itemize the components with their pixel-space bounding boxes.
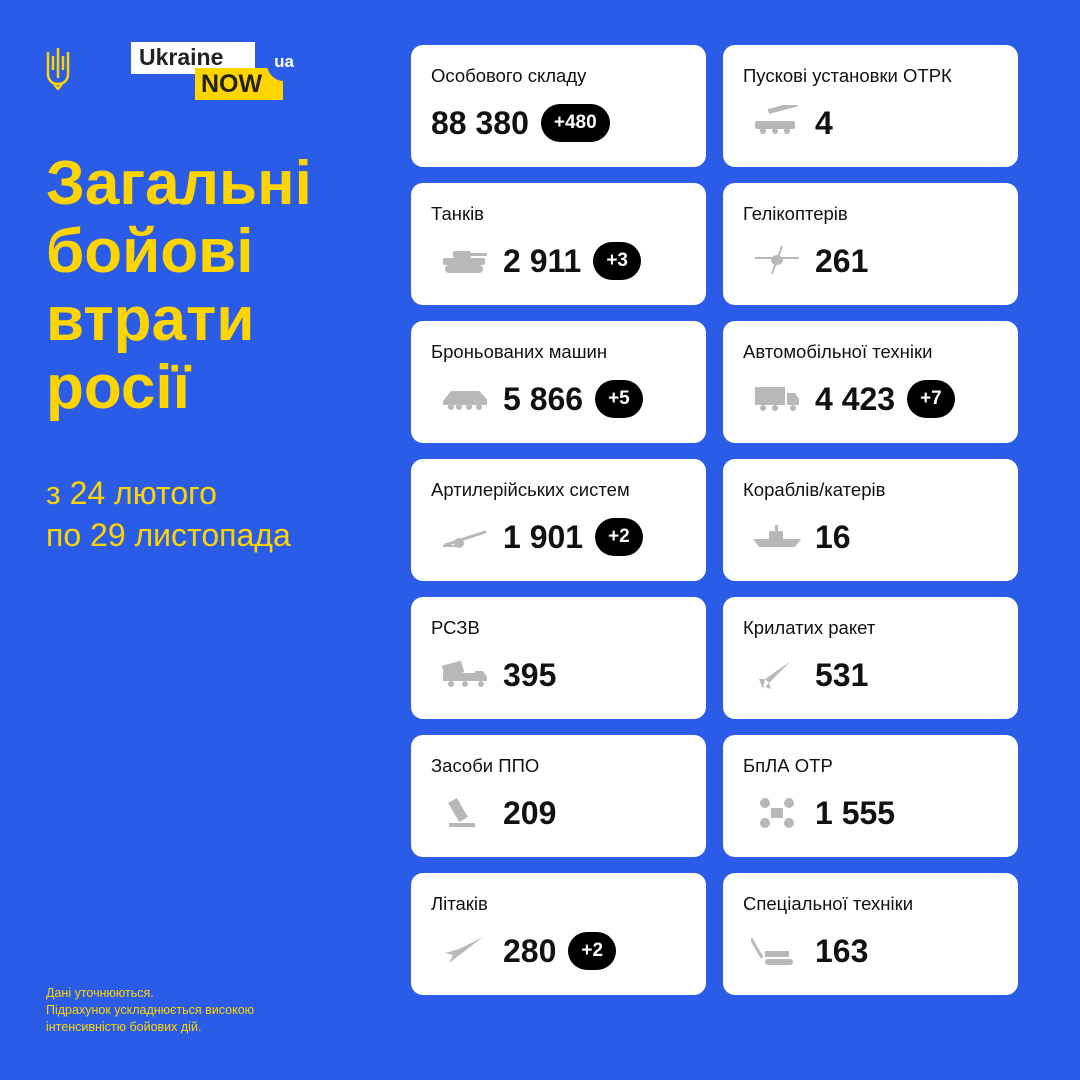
cruise-missile-icon [751,657,803,693]
stat-row: 163 [751,931,880,971]
plane-icon [439,933,491,969]
stat-value: 16 [815,518,851,555]
stat-card: Кораблів/катерів 16 [723,459,1018,581]
stat-card: Особового складу 88 380 +480 [411,45,706,167]
period-line: з 24 лютого [46,475,217,511]
stat-card: Спеціальної техніки 163 [723,873,1018,995]
stat-value: 163 [815,932,869,969]
title-line: бойові [46,217,254,286]
stat-value: 1 901 [503,518,584,555]
stat-value: 261 [815,242,869,279]
stat-card: Броньованих машин 5 866 +5 [411,321,706,443]
stat-label: РСЗВ [431,617,480,638]
footnote: Дані уточнюються. Підрахунок ускладнюєть… [46,985,254,1036]
air-defense-icon [439,795,491,831]
stat-label: Танків [431,203,485,224]
trident-icon [46,48,70,90]
logo-now: NOW [195,68,283,100]
stat-value: 1 555 [815,794,896,831]
stat-value: 531 [815,656,869,693]
stat-label: Автомобільної техніки [743,341,933,362]
stat-card: Пускові установки ОТРК 4 [723,45,1018,167]
stat-row: 209 [439,793,568,833]
note-line: інтенсивністю бойових дій. [46,1020,202,1034]
artillery-icon [439,519,491,555]
stat-row: 16 [751,517,863,557]
stat-label: Артилерійських систем [431,479,630,500]
special-vehicle-icon [751,933,803,969]
stat-card: РСЗВ 395 [411,597,706,719]
stat-value: 395 [503,656,557,693]
stat-card: Танків 2 911 +3 [411,183,706,305]
helicopter-icon [751,243,803,279]
stat-value: 4 423 [815,380,896,417]
period-line: по 29 листопада [46,517,291,553]
stat-card: Крилатих ракет 531 [723,597,1018,719]
stat-label: Пускові установки ОТРК [743,65,952,86]
stat-value: 280 [503,932,557,969]
stat-label: Особового складу [431,65,587,86]
stat-row: 531 [751,655,880,695]
stat-value: 2 911 [503,242,582,279]
drone-icon [751,795,803,831]
stat-card: Гелікоптерів 261 [723,183,1018,305]
ship-icon [751,519,803,555]
tank-icon [439,243,491,279]
stat-row: 4 423 +7 [751,379,955,419]
stat-card: БпЛА ОТР 1 555 [723,735,1018,857]
period: з 24 лютого по 29 листопада [46,472,291,556]
stat-value: 5 866 [503,380,584,417]
logo-ukraine: Ukraine [131,42,255,74]
stat-label: Спеціальної техніки [743,893,914,914]
title-line: росії [46,353,191,422]
stat-delta-badge: +480 [540,104,610,142]
missile-launcher-icon [751,105,803,141]
stat-row: 261 [751,241,880,281]
stat-card: Літаків 280 +2 [411,873,706,995]
stat-label: Гелікоптерів [743,203,848,224]
stat-card: Артилерійських систем 1 901 +2 [411,459,706,581]
stat-delta-badge: +3 [593,242,641,280]
note-line: Підрахунок ускладнюється високою [46,1003,255,1017]
stat-delta-badge: +2 [595,518,643,556]
stat-value: 88 380 [431,104,529,141]
stat-label: БпЛА ОТР [743,755,833,776]
stat-row: 280 +2 [439,931,617,971]
stat-row: 1 555 [751,793,907,833]
stat-row: 1 901 +2 [439,517,643,557]
stat-label: Кораблів/катерів [743,479,886,500]
stat-label: Літаків [431,893,488,914]
page-title: Загальні бойові втрати росії [46,150,312,422]
stat-row: 4 [751,103,845,143]
stat-row: 2 911 +3 [439,241,641,281]
stat-row: 5 866 +5 [439,379,643,419]
stat-label: Крилатих ракет [743,617,876,638]
stat-delta-badge: +2 [568,932,617,970]
stat-row: 88 380 +480 [431,103,610,143]
mlrs-icon [439,657,491,693]
title-line: Загальні [46,149,312,218]
stat-label: Броньованих машин [431,341,608,362]
stat-delta-badge: +7 [907,380,955,418]
stat-value: 209 [503,794,557,831]
stat-card: Засоби ППО 209 [411,735,706,857]
stat-row: 395 [439,655,568,695]
stat-card: Автомобільної техніки 4 423 +7 [723,321,1018,443]
title-line: втрати [46,285,255,354]
stat-delta-badge: +5 [595,380,643,418]
logo-ua: ua [267,47,301,81]
apc-icon [439,381,491,417]
note-line: Дані уточнюються. [46,986,154,1000]
truck-icon [751,381,803,417]
stat-label: Засоби ППО [431,755,540,776]
stat-value: 4 [815,104,833,141]
